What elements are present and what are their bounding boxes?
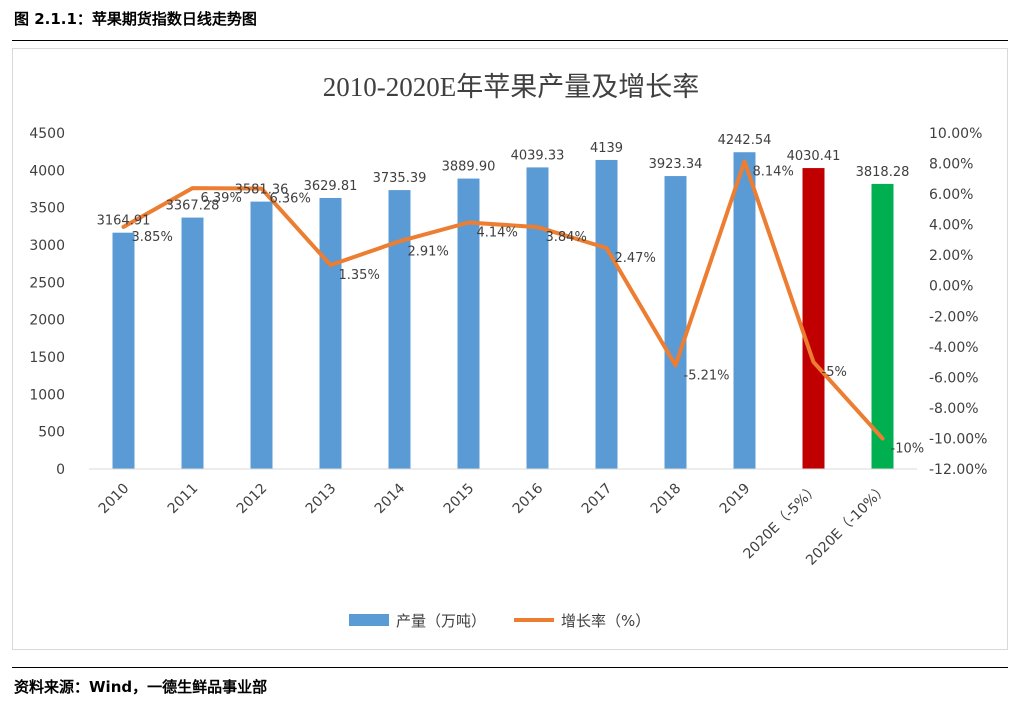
x-axis-tick-label: 2018	[648, 481, 685, 518]
left-axis: 0 500 1000 1500 2000 2500 3000 3500 4000 4500	[29, 126, 65, 478]
line-data-label: 8.14%	[753, 164, 794, 179]
left-axis-tick-label: 1000	[29, 387, 65, 403]
left-axis-tick-label: 3500	[29, 201, 65, 217]
legend: 产量（万吨） 增长率（%）	[349, 612, 650, 630]
right-axis-tick-label: -2.00%	[929, 309, 979, 325]
left-axis-tick-label: 4000	[29, 163, 65, 179]
line-point	[329, 263, 332, 267]
bar	[319, 197, 342, 469]
source-note: 资料来源：Wind，一德生鲜品事业部	[14, 678, 268, 696]
right-axis-tick-label: 8.00%	[929, 157, 973, 173]
line-point	[398, 239, 401, 243]
line-point	[536, 225, 539, 229]
x-axis-tick-label: 2012	[234, 481, 271, 518]
right-axis-tick-label: -10.00%	[929, 431, 987, 447]
line-data-label: 4.14%	[477, 225, 518, 240]
legend-bar-label: 产量（万吨）	[396, 612, 486, 630]
right-axis-tick-label: -4.00%	[929, 340, 979, 356]
line-data-labels: 3.85% 6.39% 6.36% 1.35% 2.91% 4.14% 3.84% 2.47%…	[132, 164, 925, 456]
line-point	[122, 225, 125, 229]
line-data-label: -5%	[822, 365, 847, 380]
x-axis-tick-label: 2015	[441, 481, 478, 518]
line-data-label: 6.39%	[201, 191, 242, 206]
right-axis-tick-label: -12.00%	[929, 462, 987, 478]
right-axis-tick-label: -6.00%	[929, 370, 979, 386]
right-axis-tick-label: 2.00%	[929, 248, 973, 264]
right-axis-tick-label: 0.00%	[929, 279, 973, 295]
right-axis-tick-label: -8.00%	[929, 401, 979, 417]
left-axis-tick-label: 3000	[29, 238, 65, 254]
bar	[802, 168, 825, 469]
bar-data-label: 4139	[590, 141, 623, 156]
line-data-label: 2.47%	[615, 251, 656, 266]
bar	[526, 167, 549, 469]
line-point	[191, 186, 194, 190]
bar-series	[112, 152, 894, 470]
line-data-label: 3.84%	[546, 230, 587, 245]
line-point	[743, 159, 746, 163]
x-axis-tick-label: 2014	[372, 480, 409, 517]
bar	[250, 201, 273, 469]
chart-svg: 2010-2020E年苹果产量及增长率 0 500 1000 1500 2000 2500…	[29, 72, 987, 630]
bar-data-label: 4030.41	[787, 149, 841, 164]
bar-data-label: 3735.39	[373, 171, 427, 186]
right-axis-tick-label: 10.00%	[929, 126, 982, 142]
left-axis-tick-label: 2500	[29, 275, 65, 291]
line-point	[812, 360, 815, 364]
bar-data-label: 3581.36	[235, 183, 289, 198]
bar	[388, 190, 411, 469]
x-axis: 2010 2011 2012 2013 2014 2015 2016 2017 2018 2019…	[89, 468, 917, 569]
x-axis-tick-label: 2019	[717, 481, 754, 518]
line-series	[121, 159, 885, 441]
bar	[871, 183, 894, 469]
bar-data-label: 3923.34	[649, 157, 703, 172]
bar-data-labels: 3164.91 3367.28 3581.36 3629.81 3735.39 3889.…	[97, 133, 910, 228]
left-axis-tick-label: 4500	[29, 126, 65, 142]
chart-container: 2010-2020E年苹果产量及增长率 0 500 1000 1500 2000 2500…	[12, 48, 1008, 650]
bar-data-label: 3164.91	[97, 214, 151, 229]
line-point	[674, 363, 677, 367]
bar	[181, 217, 204, 469]
right-axis-tick-label: 4.00%	[929, 218, 973, 234]
bar-data-label: 4039.33	[511, 148, 565, 163]
legend-line-label: 增长率（%）	[561, 612, 650, 630]
bottom-rule	[12, 667, 1008, 668]
bar-data-label: 3629.81	[304, 179, 358, 194]
legend-bar-swatch	[349, 614, 389, 626]
growth-rate-line	[121, 159, 885, 441]
left-axis-tick-label: 1500	[29, 350, 65, 366]
bar	[457, 178, 480, 469]
bar	[595, 159, 618, 470]
line-point	[605, 246, 608, 250]
bar-data-label: 3818.28	[856, 165, 910, 180]
line-point	[467, 220, 470, 224]
left-axis-tick-label: 500	[38, 425, 65, 441]
line-data-label: -10%	[891, 441, 925, 456]
right-axis-tick-label: 6.00%	[929, 187, 973, 203]
figure-title: 图 2.1.1：苹果期货指数日线走势图	[14, 10, 257, 28]
x-axis-tick-label: 2011	[165, 481, 202, 518]
right-axis: -12.00% -10.00% -8.00% -6.00% -4.00% -2.00% 0.…	[929, 126, 987, 478]
bar	[733, 152, 756, 469]
chart-title: 2010-2020E年苹果产量及增长率	[323, 72, 699, 102]
bar-data-label: 3889.90	[442, 160, 496, 175]
left-axis-tick-label: 2000	[29, 313, 65, 329]
line-point	[260, 187, 263, 191]
x-axis-tick-label: 2010	[96, 481, 133, 518]
x-axis-tick-label: 2016	[510, 480, 547, 517]
bar-data-label: 4242.54	[718, 133, 772, 148]
line-data-label: -5.21%	[684, 368, 730, 383]
line-data-label: 2.91%	[408, 244, 449, 259]
bar	[112, 232, 135, 469]
line-point	[881, 436, 884, 440]
bar-data-label: 3367.28	[166, 199, 220, 214]
line-data-label: 3.85%	[132, 230, 173, 245]
bar	[664, 176, 687, 469]
left-axis-tick-label: 0	[56, 462, 65, 478]
x-axis-tick-label: 2017	[579, 481, 616, 518]
line-data-label: 6.36%	[270, 192, 311, 207]
x-axis-tick-label: 2013	[303, 481, 340, 518]
top-rule	[12, 40, 1008, 41]
line-data-label: 1.35%	[339, 268, 380, 283]
